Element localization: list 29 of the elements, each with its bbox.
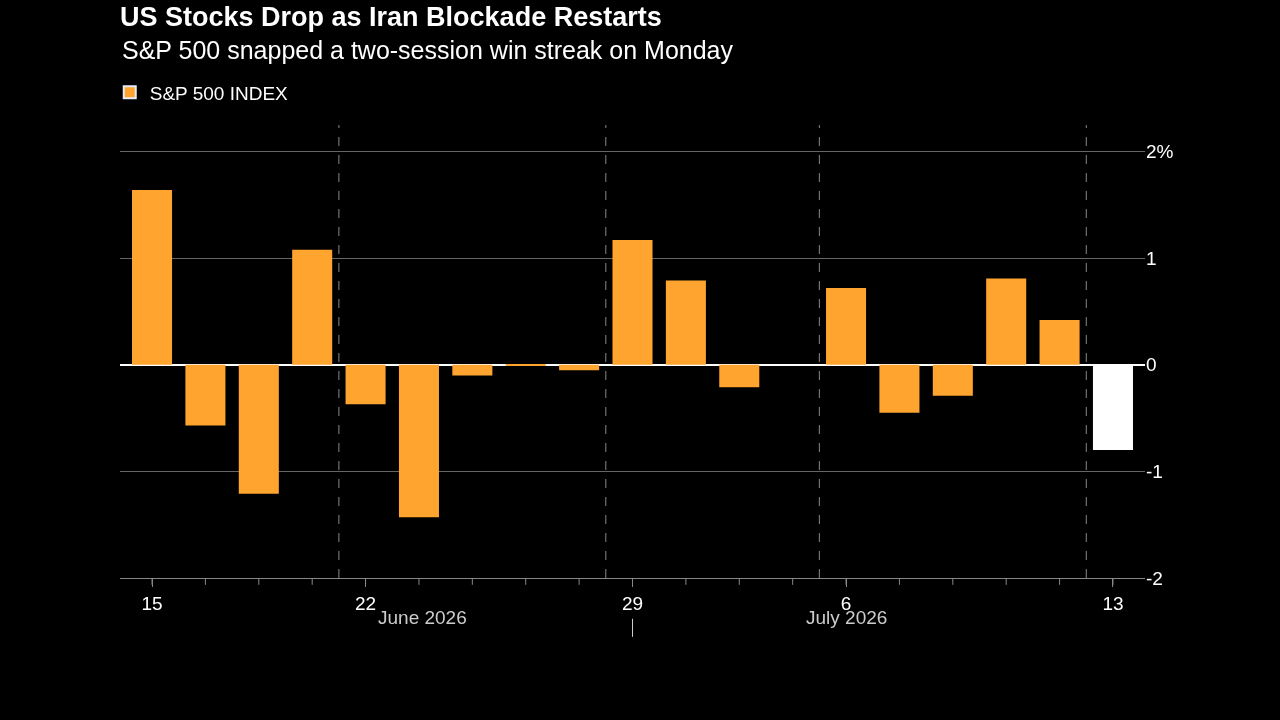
y-tick-label: -2 — [1146, 567, 1163, 589]
bar — [1039, 320, 1080, 365]
bar — [932, 364, 973, 396]
bar — [986, 278, 1027, 365]
bar — [132, 190, 173, 365]
x-tick-label: 29 — [621, 592, 644, 614]
chart-subtitle: S&P 500 snapped a two-session win streak on Monday — [122, 36, 734, 64]
bar — [345, 364, 386, 405]
y-tick-label: 2% — [1146, 141, 1174, 163]
bar — [292, 249, 333, 365]
bar — [719, 364, 760, 388]
bar — [398, 364, 439, 518]
bar — [879, 364, 920, 413]
text: June 2026 — [378, 607, 467, 628]
bar — [826, 288, 867, 365]
bar — [452, 364, 493, 376]
y-tick-label: -1 — [1146, 461, 1163, 483]
chart-title: US Stocks Drop as Iran Blockade Restarts — [120, 2, 662, 33]
x-tick-label: 13 — [1102, 592, 1124, 614]
bar — [185, 364, 226, 426]
x-tick-label: 22 — [355, 592, 377, 614]
bar — [612, 240, 653, 365]
bar — [559, 364, 600, 371]
legend-label: S&P 500 INDEX — [149, 82, 289, 104]
y-tick-label: 1 — [1146, 247, 1157, 269]
y-tick-label: 0 — [1146, 354, 1157, 376]
bar — [238, 364, 279, 494]
bar — [665, 280, 706, 365]
x-tick-label: 15 — [141, 592, 163, 614]
